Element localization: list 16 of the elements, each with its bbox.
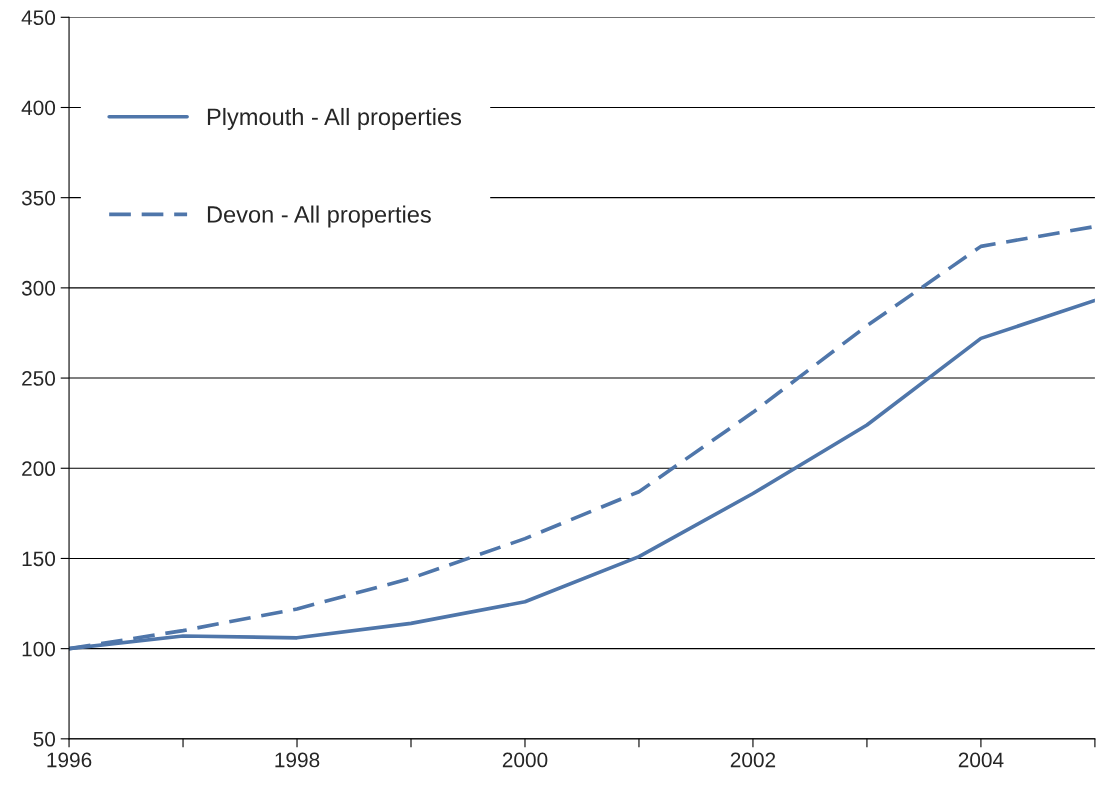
y-tick-label: 400	[21, 100, 56, 116]
legend-label: Plymouth - All properties	[207, 107, 462, 130]
x-tick-label: 2002	[730, 752, 776, 768]
y-tick-label: 450	[21, 10, 56, 26]
x-tick-label: 1998	[275, 752, 320, 768]
x-tick-label: 2000	[502, 752, 548, 768]
y-tick-label: 250	[22, 371, 56, 386]
y-tick-label: 50	[33, 731, 56, 747]
x-tick-label: 2004	[958, 752, 1004, 768]
legend-label: Devon - All properties	[207, 205, 431, 228]
y-tick-label: 150	[22, 551, 56, 567]
x-tick-label: 1996	[47, 752, 92, 768]
y-tick-label: 100	[22, 641, 56, 657]
y-tick-label: 350	[21, 190, 56, 206]
y-tick-label: 300	[21, 280, 56, 296]
y-tick-label: 200	[22, 461, 56, 477]
